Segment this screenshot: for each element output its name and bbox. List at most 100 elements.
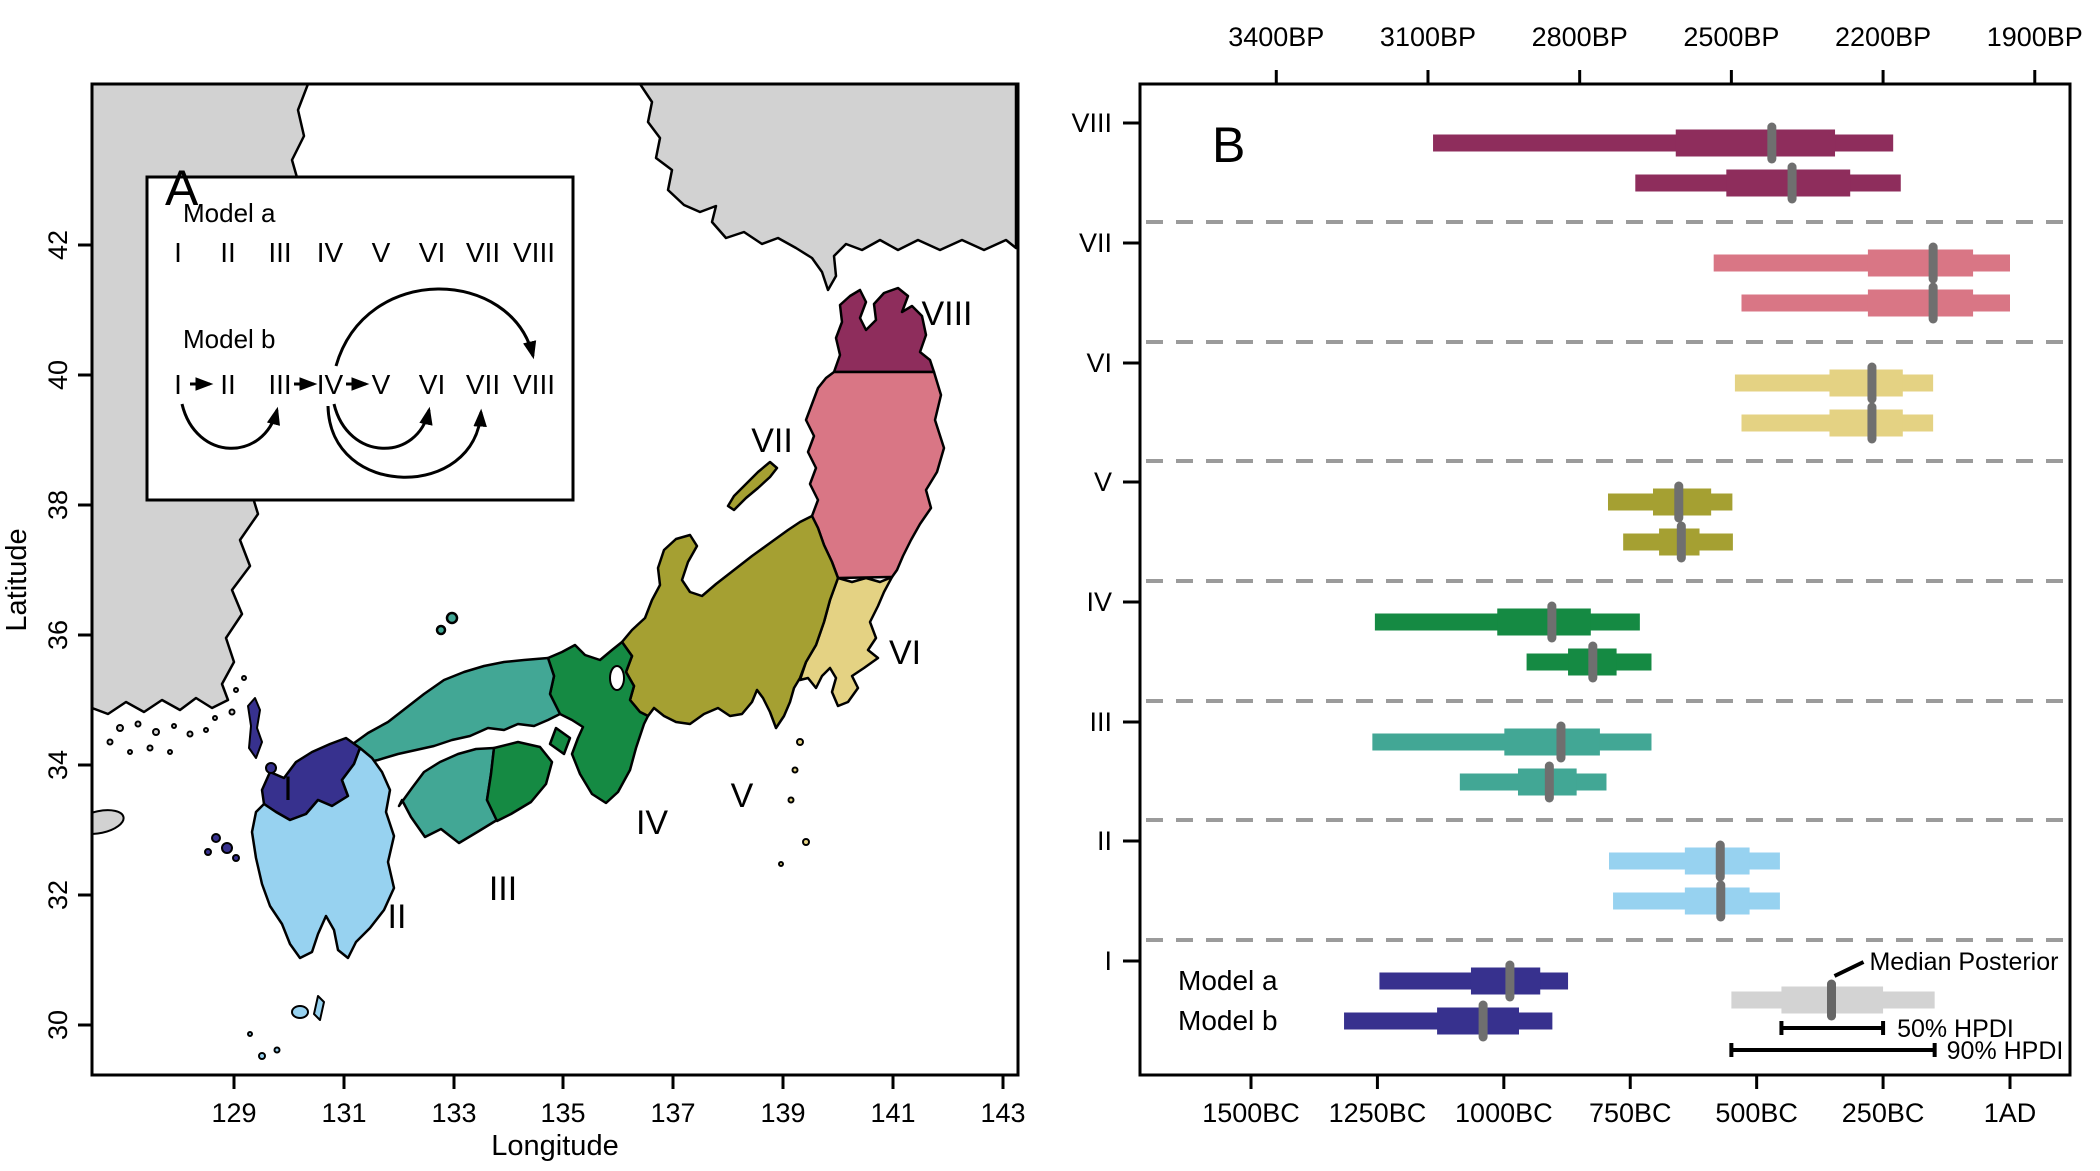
arc-iv-to-vii — [326, 405, 487, 479]
median-marker-III-b — [1544, 761, 1554, 803]
map-label-iii: III — [489, 870, 517, 908]
map-label-vi: VI — [889, 634, 921, 672]
median-marker-VI-a — [1867, 362, 1877, 404]
bottom-axis-tick-label: 250BC — [1842, 1098, 1925, 1128]
bottom-axis-tick-label: 750BC — [1589, 1098, 1672, 1128]
lat-tick: 40 — [43, 360, 73, 390]
top-axis-tick-label: 2500BP — [1683, 22, 1779, 52]
median-marker-V-b — [1676, 521, 1686, 563]
inset-model-b-sequence: I II III IV V VI VII VIII — [174, 369, 555, 400]
median-marker-V-a — [1674, 481, 1684, 523]
y-axis-region-label: I — [1104, 946, 1112, 976]
median-marker-I-b — [1478, 1000, 1488, 1042]
legend-median-callout-line — [1833, 960, 1865, 978]
map-y-axis: 42 40 38 36 34 32 30 Latitude — [1, 230, 92, 1040]
inset-a-roman: VIII — [513, 237, 555, 268]
bottom-axis-tick-label: 500BC — [1715, 1098, 1798, 1128]
lat-tick: 38 — [43, 490, 73, 520]
y-axis-region-label: VI — [1086, 348, 1112, 378]
inset-b-roman: I — [174, 369, 182, 400]
y-axis-region-label: VII — [1079, 228, 1112, 258]
model-inset: Model a Model b I II III IV V VI VII VII… — [145, 175, 575, 502]
median-marker-VI-b — [1867, 402, 1877, 444]
inset-a-roman: V — [372, 237, 391, 268]
inset-a-roman: VI — [419, 237, 445, 268]
hpdi50-bar-VII-b — [1867, 289, 1974, 317]
map-frame — [90, 82, 1020, 1077]
lon-tick: 143 — [980, 1098, 1025, 1128]
map-shikoku-east — [485, 740, 554, 823]
lon-tick: 133 — [431, 1098, 476, 1128]
top-axis-tick-label: 3100BP — [1380, 22, 1476, 52]
map-oki-island — [435, 624, 447, 636]
lon-tick: 141 — [870, 1098, 915, 1128]
inset-b-roman: III — [268, 369, 291, 400]
map-oki-island — [445, 611, 459, 625]
top-axis-tick-label: 2800BP — [1532, 22, 1628, 52]
map-y-tick-labels: 42 40 38 36 34 32 30 — [43, 230, 73, 1040]
map-y-ticks — [78, 243, 92, 1027]
y-axis-region-label: VIII — [1071, 108, 1112, 138]
top-axis-tick-label: 2200BP — [1835, 22, 1931, 52]
map-region-viii — [832, 286, 936, 374]
median-marker-IV-a — [1547, 601, 1557, 643]
lat-tick: 42 — [43, 230, 73, 260]
hpdi50-bar-VII-a — [1867, 249, 1974, 277]
inset-b-roman: V — [372, 369, 391, 400]
lat-tick: 30 — [43, 1010, 73, 1040]
map-label-i: I — [283, 770, 292, 808]
inset-b-roman: II — [220, 369, 236, 400]
map-x-tick-labels: 129 131 133 135 137 139 141 143 — [211, 1098, 1025, 1128]
median-marker-VIII-b — [1787, 162, 1797, 204]
map-region-vii — [804, 370, 946, 580]
top-axis-tick-label: 1900BP — [1987, 22, 2083, 52]
map-shikoku-west — [397, 746, 499, 845]
map-region-labels: I II III IV V VI VII VIII — [283, 295, 972, 936]
map-x-axis: 129 131 133 135 137 139 141 143 Longitud… — [211, 1075, 1026, 1162]
median-marker-VII-a — [1928, 242, 1938, 284]
map-awaji-island — [548, 726, 572, 756]
y-axis-region-label: V — [1094, 467, 1112, 497]
map-label-vii: VII — [751, 422, 793, 460]
legend-example-median-marker — [1826, 979, 1836, 1021]
bottom-axis-tick-label: 1000BC — [1455, 1098, 1553, 1128]
map-lake-biwa — [609, 665, 625, 691]
y-axis-region-label: III — [1089, 707, 1112, 737]
model-a-row-label: Model a — [1178, 965, 1278, 996]
lat-tick: 36 — [43, 620, 73, 650]
lat-tick: 34 — [43, 750, 73, 780]
hpdi50-bar-VI-a — [1829, 369, 1903, 397]
map-izu-islands — [778, 738, 810, 867]
plot-frame — [1138, 82, 2072, 1077]
map-x-axis-title: Longitude — [491, 1130, 618, 1162]
map-y-axis-title: Latitude — [1, 528, 33, 631]
legend-50-label: 50% HPDI — [1897, 1015, 2014, 1043]
map-hokkaido — [639, 85, 1017, 292]
map-region-iii — [336, 656, 562, 774]
map-region-i-islands — [204, 697, 277, 862]
median-marker-VIII-a — [1767, 122, 1777, 164]
lon-tick: 135 — [540, 1098, 585, 1128]
inset-b-roman: VIII — [513, 369, 555, 400]
bottom-axis-tick-label: 1250BC — [1329, 1098, 1427, 1128]
hpdi50-bar-VI-b — [1829, 409, 1903, 437]
inset-model-a-sequence: I II III IV V VI VII VIII — [174, 237, 555, 268]
top-axis-tick-label: 3400BP — [1228, 22, 1324, 52]
legend-90-label: 90% HPDI — [1947, 1037, 2064, 1065]
inset-a-roman: I — [174, 237, 182, 268]
lon-tick: 131 — [321, 1098, 366, 1128]
hpdi50-bar-VIII-a — [1675, 129, 1836, 157]
arc-iv-to-vi — [332, 403, 433, 450]
map-region-v — [620, 514, 840, 730]
map-label-viii: VIII — [921, 295, 972, 333]
arc-i-to-iii — [180, 403, 280, 450]
hpdi50-bar-IV-a — [1497, 608, 1591, 636]
map-korea-islets — [93, 675, 247, 835]
inset-model-a-label: Model a — [183, 198, 276, 228]
map-panel: I II III IV V VI VII VIII Model a Model … — [1, 82, 1026, 1162]
inset-model-b-label: Model b — [183, 324, 276, 354]
hpdi50-bar-III-a — [1504, 728, 1600, 756]
panel-b-letter: B — [1212, 117, 1245, 173]
